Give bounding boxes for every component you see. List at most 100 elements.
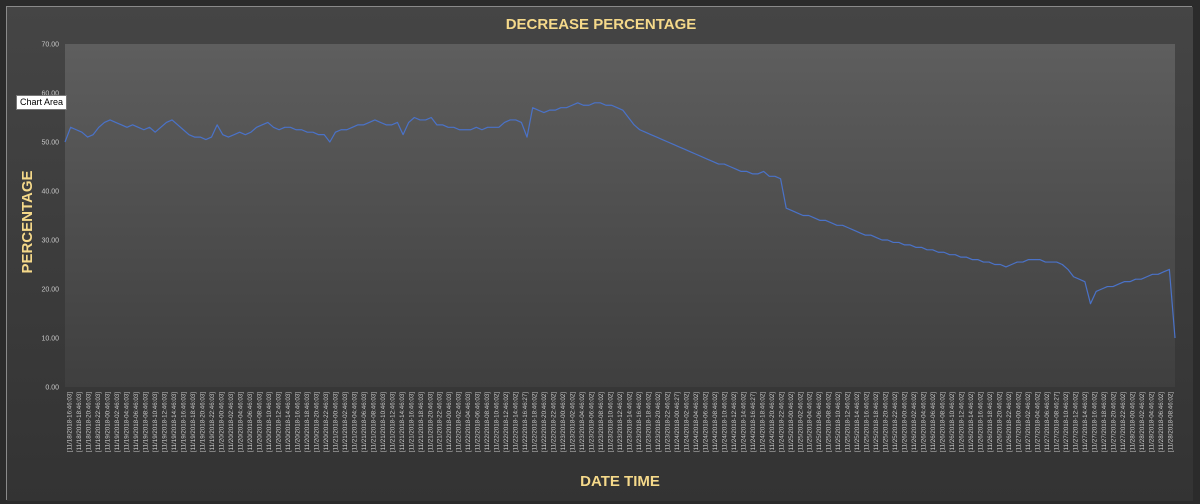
x-tick-label: [11/24/2018-02:46:02] — [683, 392, 690, 452]
x-tick-label: [11/26/2018-14:46:02] — [968, 392, 975, 452]
x-tick-label: [11/23/2018-20:46:02] — [655, 392, 662, 452]
x-tick-label: [11/20/2018-04:46:03] — [238, 392, 245, 452]
x-tick-label: [11/21/2018-04:46:03] — [351, 392, 358, 452]
x-tick-label: [11/27/2018-16:46:02] — [1091, 392, 1098, 452]
x-tick-label: [11/19/2018-16:46:03] — [181, 392, 188, 452]
x-tick-label: [11/25/2018-20:46:02] — [883, 392, 890, 452]
x-tick-label: [11/22/2018-06:46:03] — [475, 392, 482, 452]
x-tick-label: [11/27/2018-10:46:02] — [1063, 392, 1070, 452]
x-tick-label: [11/20/2018-22:46:03] — [323, 392, 330, 452]
x-tick-label: [11/28/2018-06:46:02] — [1158, 392, 1165, 452]
chart-area-tooltip: Chart Area — [16, 95, 68, 110]
x-tick-label: [11/26/2018-04:46:02] — [921, 392, 928, 452]
x-tick-label: [11/20/2018-06:46:03] — [247, 392, 254, 452]
x-tick-label: [11/19/2018-14:46:03] — [171, 392, 178, 452]
chart-frame[interactable]: DECREASE PERCENTAGE PERCENTAGE DATE TIME… — [6, 6, 1193, 501]
x-tick-label: [11/22/2018-08:46:03] — [484, 392, 491, 452]
x-tick-label: [11/20/2018-20:46:03] — [313, 392, 320, 452]
x-tick-label: [11/21/2018-00:46:03] — [332, 392, 339, 452]
y-tick-label: 10.00 — [41, 336, 59, 343]
y-tick-label: 30.00 — [41, 238, 59, 245]
x-tick-label: [11/28/2018-00:46:02] — [1129, 392, 1136, 452]
x-tick-label: [11/21/2018-20:46:03] — [427, 392, 434, 452]
y-axis-title: PERCENTAGE — [19, 170, 36, 273]
x-tick-label: [11/21/2018-12:46:03] — [389, 392, 396, 452]
y-tick-label: 70.00 — [41, 42, 59, 49]
x-tick-label: [11/24/2018-20:46:02] — [769, 392, 776, 452]
x-tick-label: [11/24/2018-18:46:02] — [759, 392, 766, 452]
x-tick-label: [11/24/2018-06:46:02] — [702, 392, 709, 452]
x-tick-label: [11/23/2018-00:46:02] — [560, 392, 567, 452]
x-tick-label: [11/27/2018-18:46:02] — [1101, 392, 1108, 452]
x-tick-label: [11/26/2018-06:46:02] — [930, 392, 937, 452]
x-tick-label: [11/23/2018-12:46:02] — [617, 392, 624, 452]
x-tick-label: [11/22/2018-20:46:02] — [541, 392, 548, 452]
plot-area — [65, 44, 1175, 387]
x-tick-label: [11/27/2018-12:46:02] — [1072, 392, 1079, 452]
x-tick-label: [11/21/2018-18:46:03] — [418, 392, 425, 452]
x-tick-label: [11/22/2018-02:46:03] — [456, 392, 463, 452]
x-tick-label: [11/25/2018-00:46:02] — [788, 392, 795, 452]
x-tick-label: [11/24/2018-00:46:27] — [674, 392, 681, 452]
x-tick-label: [11/23/2018-22:46:02] — [664, 392, 671, 452]
line-chart: DECREASE PERCENTAGE PERCENTAGE DATE TIME… — [7, 7, 1193, 501]
x-tick-label: [11/19/2018-04:46:03] — [124, 392, 131, 452]
x-tick-label: [11/22/2018-14:46:02] — [513, 392, 520, 452]
x-tick-label: [11/26/2018-10:46:02] — [949, 392, 956, 452]
x-tick-label: [11/26/2018-00:46:02] — [902, 392, 909, 452]
y-tick-label: 40.00 — [41, 189, 59, 196]
chart-title: DECREASE PERCENTAGE — [506, 16, 697, 33]
x-tick-label: [11/25/2018-10:46:02] — [835, 392, 842, 452]
x-tick-label: [11/22/2018-16:46:27] — [522, 392, 529, 452]
x-tick-label: [11/22/2018-12:46:02] — [503, 392, 510, 452]
x-tick-label: [11/19/2018-12:46:03] — [162, 392, 169, 452]
x-tick-label: [11/21/2018-22:46:03] — [437, 392, 444, 452]
x-tick-label: [11/20/2018-00:46:03] — [219, 392, 226, 452]
x-tick-label: [11/19/2018-00:46:03] — [105, 392, 112, 452]
x-tick-label: [11/27/2018-22:46:02] — [1120, 392, 1127, 452]
y-tick-label: 60.00 — [41, 91, 59, 98]
x-axis-title: DATE TIME — [580, 473, 660, 490]
x-tick-label: [11/27/2018-06:46:02] — [1044, 392, 1051, 452]
x-tick-label: [11/19/2018-20:46:03] — [200, 392, 207, 452]
x-tick-label: [11/25/2018-14:46:02] — [854, 392, 861, 452]
x-tick-label: [11/24/2018-08:46:02] — [712, 392, 719, 452]
x-tick-label: [11/18/2018-20:46:03] — [86, 392, 93, 452]
x-tick-label: [11/25/2018-04:46:02] — [807, 392, 814, 452]
x-tick-label: [11/26/2018-02:46:02] — [911, 392, 918, 452]
x-tick-label: [11/23/2018-18:46:02] — [645, 392, 652, 452]
x-tick-label: [11/27/2018-14:46:02] — [1082, 392, 1089, 452]
y-tick-label: 20.00 — [41, 287, 59, 294]
x-tick-label: [11/24/2018-04:46:02] — [693, 392, 700, 452]
x-tick-label: [11/26/2018-18:46:02] — [987, 392, 994, 452]
x-tick-label: [11/26/2018-08:46:02] — [940, 392, 947, 452]
x-tick-label: [11/25/2018-12:46:02] — [845, 392, 852, 452]
x-tick-label: [11/25/2018-02:46:02] — [797, 392, 804, 452]
x-tick-label: [11/27/2018-04:46:02] — [1034, 392, 1041, 452]
x-tick-label: [11/22/2018-18:46:02] — [532, 392, 539, 452]
y-tick-label: 50.00 — [41, 140, 59, 147]
x-tick-label: [11/23/2018-08:46:02] — [598, 392, 605, 452]
x-tick-label: [11/22/2018-10:46:02] — [494, 392, 501, 452]
x-tick-label: [11/27/2018-02:46:02] — [1025, 392, 1032, 452]
x-tick-label: [11/21/2018-10:46:03] — [380, 392, 387, 452]
x-tick-label: [11/23/2018-02:46:02] — [570, 392, 577, 452]
x-tick-label: [11/22/2018-22:46:02] — [551, 392, 558, 452]
x-tick-label: [11/25/2018-22:46:02] — [892, 392, 899, 452]
x-tick-label: [11/24/2018-14:46:02] — [740, 392, 747, 452]
x-tick-label: [11/20/2018-10:46:03] — [266, 392, 273, 452]
x-tick-label: [11/23/2018-04:46:02] — [579, 392, 586, 452]
x-tick-label: [11/26/2018-16:46:02] — [978, 392, 985, 452]
x-tick-label: [11/21/2018-06:46:03] — [361, 392, 368, 452]
x-tick-label: [11/22/2018-04:46:03] — [465, 392, 472, 452]
x-tick-label: [11/25/2018-16:46:02] — [864, 392, 871, 452]
x-tick-label: [11/20/2018-18:46:03] — [304, 392, 311, 452]
x-tick-label: [11/18/2018-18:46:03] — [76, 392, 83, 452]
x-tick-label: [11/28/2018-02:46:02] — [1139, 392, 1146, 452]
series-line — [64, 102, 1176, 339]
x-tick-label: [11/24/2018-12:46:02] — [731, 392, 738, 452]
x-tick-label: [11/26/2018-22:46:02] — [1006, 392, 1013, 452]
y-axis-ticks: 0.00 10.00 20.00 30.00 40.00 50.00 60.00 70.00 — [41, 42, 59, 392]
x-tick-label: [11/19/2018-10:46:03] — [152, 392, 159, 452]
x-tick-label: [11/24/2018-22:46:02] — [778, 392, 785, 452]
